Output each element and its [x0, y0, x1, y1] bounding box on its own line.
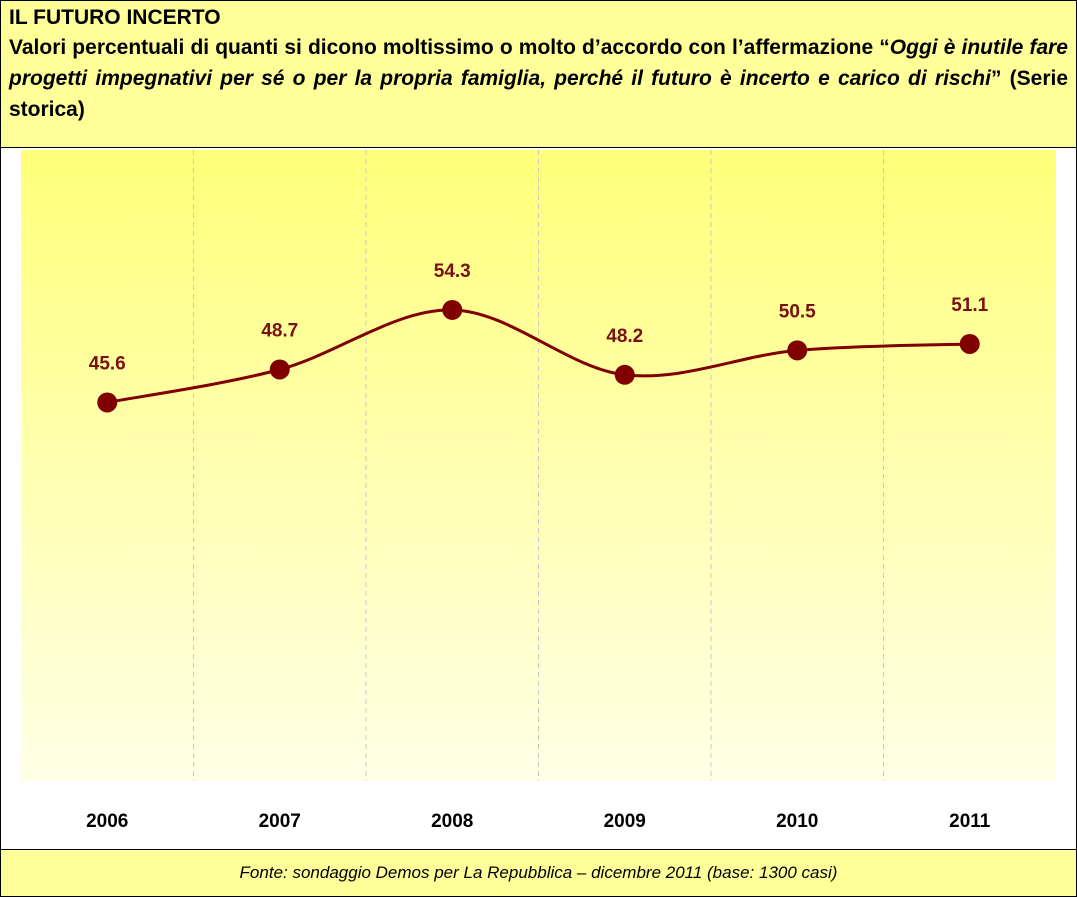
- data-point: [269, 359, 290, 380]
- x-tick-label: 2006: [86, 811, 128, 832]
- data-label: 50.5: [779, 301, 816, 322]
- x-tick-label: 2010: [776, 811, 818, 832]
- data-point: [442, 299, 463, 320]
- data-point: [787, 340, 808, 361]
- x-tick-label: 2007: [259, 811, 301, 832]
- source-note: Fonte: sondaggio Demos per La Repubblica…: [1, 849, 1076, 896]
- x-tick-label: 2008: [431, 811, 473, 832]
- data-point: [97, 392, 118, 413]
- data-point: [614, 364, 635, 385]
- chart-subtitle: Valori percentuali di quanti si dicono m…: [9, 32, 1068, 125]
- subtitle-text: ” (Serie storica): [9, 67, 1069, 121]
- data-line: [106, 308, 970, 404]
- data-label: 51.1: [951, 295, 988, 316]
- data-label: 48.2: [606, 326, 643, 347]
- data-label: 54.3: [434, 261, 471, 282]
- subtitle-text: Valori percentuali di quanti si dicono m…: [9, 36, 890, 59]
- x-tick-label: 2011: [949, 811, 991, 832]
- chart-title: IL FUTURO INCERTO: [9, 6, 221, 29]
- chart: 2006 2007 2008 2009 2010 2011 45.6 48.7 54.3 48.2…: [21, 150, 1056, 832]
- x-tick-label: 2009: [604, 811, 646, 832]
- data-point: [959, 333, 980, 354]
- header: IL FUTURO INCERTO Valori percentuali di …: [1, 1, 1076, 148]
- subtitle-quote: Oggi è inutile fare progetti impegnativi…: [9, 36, 1068, 90]
- data-label: 48.7: [261, 321, 298, 342]
- data-label: 45.6: [89, 353, 126, 374]
